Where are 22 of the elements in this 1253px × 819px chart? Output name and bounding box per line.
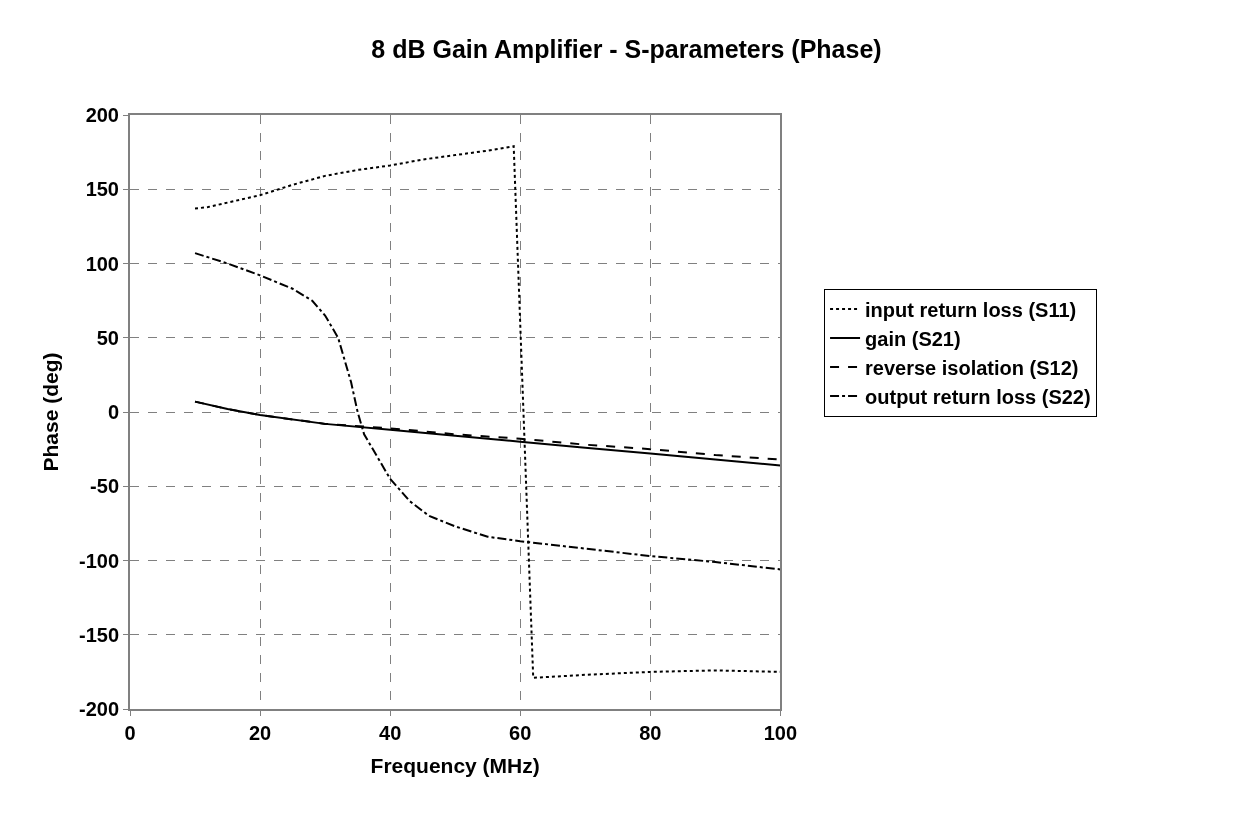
x-tick-label: 100 bbox=[763, 722, 798, 744]
y-tick-label: -100 bbox=[78, 549, 119, 572]
legend-label: reverse isolation (S12) bbox=[865, 356, 1079, 379]
legend-label: input return loss (S11) bbox=[865, 298, 1077, 321]
x-axis-title: Frequency (MHz) bbox=[370, 753, 540, 777]
y-tick-label: -50 bbox=[90, 475, 119, 498]
y-tick-label: 100 bbox=[85, 252, 119, 275]
y-tick-label: -200 bbox=[78, 698, 119, 720]
y-axis-title: Phase (deg) bbox=[38, 352, 62, 472]
y-tick-label: 0 bbox=[107, 401, 119, 423]
y-tick-label: 150 bbox=[85, 178, 119, 201]
x-tick-label: 80 bbox=[639, 722, 662, 744]
y-tick-label: 200 bbox=[85, 104, 119, 126]
legend-label: output return loss (S22) bbox=[865, 385, 1091, 408]
legend-label: gain (S21) bbox=[865, 327, 961, 350]
y-tick-label: -150 bbox=[78, 623, 119, 646]
x-tick-label: 20 bbox=[248, 722, 272, 744]
x-tick-label: 40 bbox=[379, 722, 402, 744]
y-tick-label: 50 bbox=[96, 326, 119, 349]
x-tick-label: 60 bbox=[509, 722, 532, 744]
x-tick-label: 0 bbox=[124, 722, 136, 744]
chart-title: 8 dB Gain Amplifier - S-parameters (Phase) bbox=[371, 35, 882, 64]
